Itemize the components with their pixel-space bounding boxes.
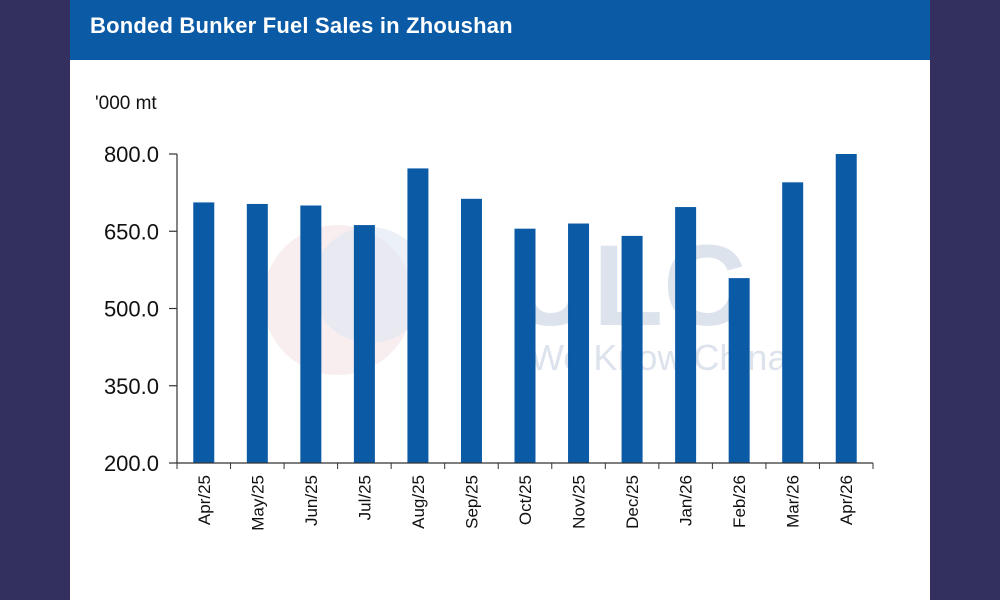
bar [353, 225, 375, 463]
x-tick-label: Aug/25 [409, 475, 428, 529]
bar [460, 198, 482, 463]
bar [782, 182, 804, 463]
x-tick-label: Apr/26 [837, 475, 856, 525]
bar [835, 154, 857, 463]
x-tick-label: Jul/25 [355, 475, 374, 520]
chart-card: Bonded Bunker Fuel Sales in Zhoushan '00… [70, 0, 930, 600]
chart-title: Bonded Bunker Fuel Sales in Zhoushan [90, 13, 513, 38]
bar [300, 205, 322, 463]
y-tick-label: 350.0 [104, 374, 159, 399]
bars [193, 154, 857, 464]
y-tick-label: 200.0 [104, 451, 159, 476]
y-tick-label: 650.0 [104, 219, 159, 244]
bar-chart: ULC We Know China 200.0350.0500.0650.080… [104, 142, 874, 531]
y-tick-label: 500.0 [104, 297, 159, 322]
x-tick-label: Feb/26 [730, 475, 749, 528]
x-tick-label: Oct/25 [516, 475, 535, 525]
bar [568, 223, 590, 463]
y-axis-unit-label: '000 mt [95, 93, 157, 114]
x-tick-label: Apr/25 [195, 475, 214, 525]
bar [621, 235, 643, 463]
x-axis: Apr/25 May/25 Jun/25 Jul/25 Aug/25 Sep/25 Oct/… [176, 462, 874, 531]
bar [246, 203, 268, 463]
x-tick-label: Jun/25 [302, 475, 321, 526]
x-tick-label: Dec/25 [623, 475, 642, 529]
bar [728, 278, 750, 463]
y-tick-label: 800.0 [104, 142, 159, 167]
chart-header: Bonded Bunker Fuel Sales in Zhoushan [70, 0, 930, 60]
y-axis: 200.0 350.0 500.0 650.0 800.0 [104, 142, 178, 476]
bar [675, 207, 697, 463]
bar [193, 202, 215, 463]
x-tick-label: Sep/25 [462, 475, 481, 529]
x-tick-label: Nov/25 [570, 475, 589, 529]
x-tick-label: Jan/26 [677, 475, 696, 526]
bar [514, 228, 536, 463]
bar [407, 168, 429, 464]
x-tick-label: Mar/26 [784, 475, 803, 528]
x-tick-label: May/25 [248, 475, 267, 531]
